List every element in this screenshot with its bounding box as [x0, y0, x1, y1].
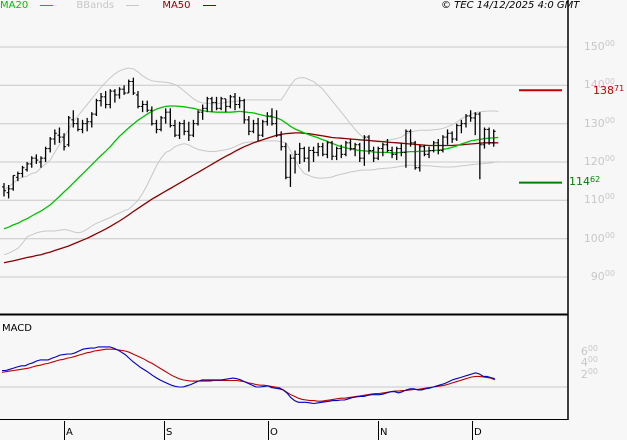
macd-panel-title: MACD — [2, 323, 32, 334]
chart-legend: MA20 BBands MA50 — [0, 0, 236, 12]
macd-tick-label: 200 — [580, 367, 598, 382]
price-tick-label: 15000 — [583, 39, 615, 53]
macd-tick-label: 400 — [580, 355, 598, 370]
x-tick-label: S — [166, 427, 173, 438]
copyright-timestamp: © TEC 14/12/2025 4:0 GMT — [441, 0, 580, 11]
macd-tick-label: 600 — [580, 343, 598, 358]
legend-ma20: MA20 — [0, 0, 63, 12]
price-tick-label: 13000 — [583, 115, 615, 130]
legend-bbands: BBands — [76, 0, 149, 12]
support-price-tag: 11462 — [569, 175, 601, 188]
bollinger-bands — [3, 67, 499, 256]
price-levels — [519, 89, 562, 184]
macd-lines — [1, 346, 496, 405]
x-tick-label: D — [474, 427, 482, 438]
x-axis-ticks — [64, 421, 473, 440]
price-tick-label: 14000 — [583, 77, 615, 92]
x-tick-label: O — [270, 427, 278, 438]
legend-ma50: MA50 — [162, 0, 225, 12]
x-tick-label: A — [66, 427, 73, 438]
price-gridlines — [0, 46, 568, 278]
x-tick-label: N — [380, 427, 388, 438]
price-bars — [2, 77, 496, 199]
price-tick-label: 9000 — [590, 269, 615, 283]
resistance-price-tag: 13871 — [593, 84, 625, 97]
price-tick-label: 12000 — [583, 154, 615, 168]
price-tick-label: 10000 — [583, 230, 615, 245]
moving-averages — [3, 105, 499, 264]
price-tick-label: 11000 — [583, 192, 615, 207]
chart-frame — [0, 0, 569, 420]
